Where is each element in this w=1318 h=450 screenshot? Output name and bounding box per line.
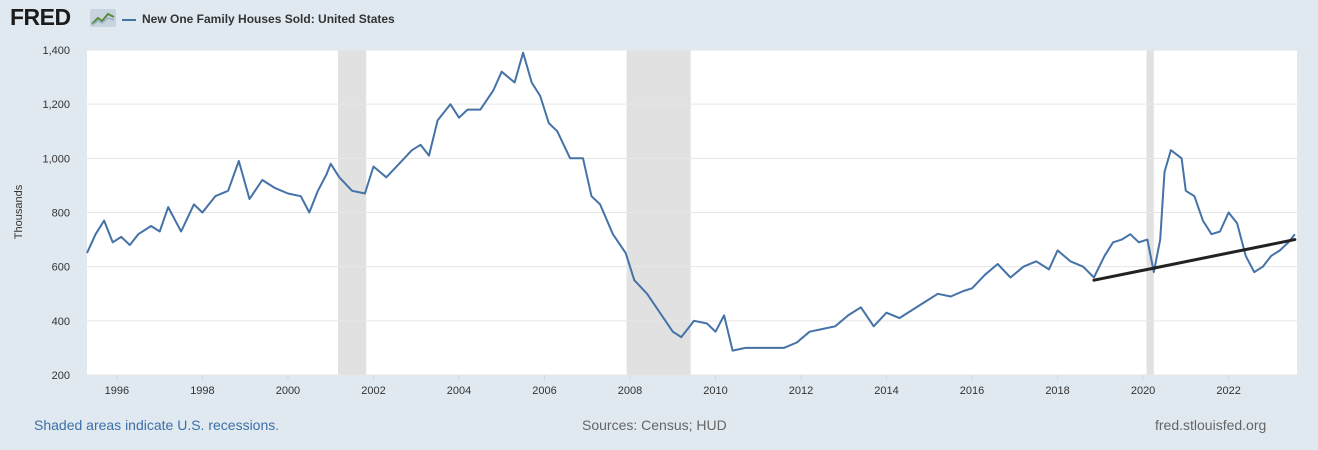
y-axis-label: Thousands: [13, 184, 25, 239]
recession-note-link[interactable]: Shaded areas indicate U.S. recessions.: [34, 417, 280, 433]
y-tick-label: 1,000: [42, 153, 70, 165]
line-chart[interactable]: 200 400 600 800 1,000 1,200 1,400 1996 1998 2000…: [0, 38, 1318, 403]
annotation-layer: [1092, 238, 1297, 282]
x-tick-label: 2004: [447, 385, 471, 397]
x-tick-label: 2008: [618, 385, 642, 397]
x-tick-label: 2006: [532, 385, 556, 397]
grid-lines: [87, 49, 1297, 376]
x-tick-label: 2020: [1131, 385, 1155, 397]
y-tick-label: 600: [52, 262, 70, 274]
y-tick-label: 400: [52, 316, 70, 328]
x-tick-label: 1998: [190, 385, 214, 397]
trend-line: [1092, 238, 1297, 282]
x-tick-label: 2002: [361, 385, 385, 397]
x-tick-label: 2016: [960, 385, 984, 397]
x-tick-label: 2012: [789, 385, 813, 397]
x-tick-label: 2000: [276, 385, 300, 397]
y-tick-label: 200: [52, 370, 70, 382]
y-tick-label: 1,200: [42, 99, 70, 111]
series-legend[interactable]: New One Family Houses Sold: United State…: [122, 12, 395, 26]
x-tick-label: 2014: [874, 385, 898, 397]
y-tick-label: 800: [52, 208, 70, 220]
y-axis-ticks: 200 400 600 800 1,000 1,200 1,400: [42, 45, 70, 382]
legend-swatch: [122, 18, 136, 21]
legend-label: New One Family Houses Sold: United State…: [142, 12, 395, 26]
sources-text: Sources: Census; HUD: [582, 417, 727, 433]
x-tick-label: 2022: [1216, 385, 1240, 397]
x-tick-label: 2010: [703, 385, 727, 397]
x-axis-ticks: 1996 1998 2000 2002 2004 2006 2008 2010 2012 2014…: [105, 375, 1241, 397]
series-line[interactable]: [86, 51, 1296, 352]
chart-header: FRED New One Family Houses Sold: United …: [0, 0, 1318, 42]
y-tick-label: 1,400: [42, 45, 70, 57]
x-tick-label: 2018: [1045, 385, 1069, 397]
site-url[interactable]: fred.stlouisfed.org: [1155, 417, 1267, 433]
fred-logo[interactable]: FRED: [10, 4, 71, 30]
x-tick-label: 1996: [105, 385, 129, 397]
series-layer: [86, 51, 1296, 352]
line-graph-icon: [90, 9, 116, 27]
